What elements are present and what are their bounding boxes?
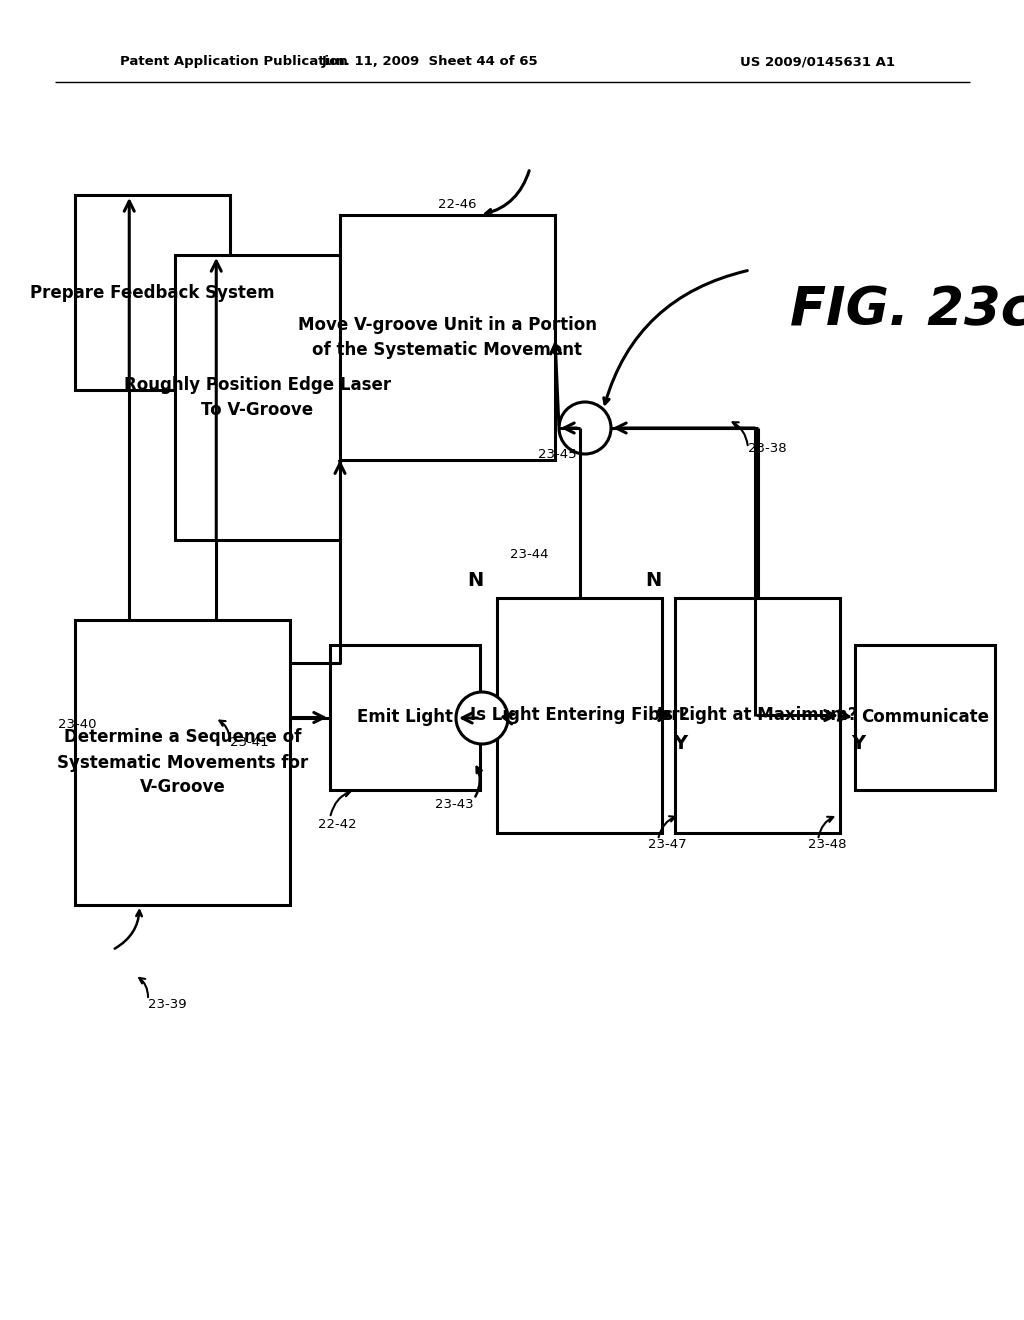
Text: 23-43: 23-43 (435, 799, 474, 812)
Text: 23-45: 23-45 (538, 449, 577, 462)
Text: Communicate: Communicate (861, 709, 989, 726)
Bar (175, 255, 340, 540)
Bar (75, 195, 230, 389)
Circle shape (456, 692, 508, 744)
Text: Move V-groove Unit in a Portion
of the Systematic Movement: Move V-groove Unit in a Portion of the S… (298, 315, 597, 359)
Bar (330, 645, 480, 789)
Bar (340, 215, 555, 459)
Text: 23-40: 23-40 (58, 718, 96, 731)
Text: 23-38: 23-38 (748, 441, 786, 454)
Text: 23-39: 23-39 (148, 998, 186, 1011)
Bar (497, 598, 662, 833)
Text: 23-44: 23-44 (510, 549, 549, 561)
Text: 22-46: 22-46 (438, 198, 476, 211)
Text: Prepare Feedback System: Prepare Feedback System (30, 284, 274, 301)
Text: 23-47: 23-47 (648, 838, 687, 851)
Text: Y: Y (851, 734, 865, 752)
Text: 22-42: 22-42 (318, 818, 356, 832)
Bar (855, 645, 995, 789)
Text: Y: Y (673, 734, 687, 752)
Text: N: N (645, 570, 662, 590)
Text: N: N (467, 570, 483, 590)
Text: 23-48: 23-48 (808, 838, 847, 851)
Text: Determine a Sequence of
Systematic Movements for
V-Groove: Determine a Sequence of Systematic Movem… (57, 729, 308, 796)
Text: 23-41: 23-41 (230, 735, 268, 748)
Circle shape (559, 403, 611, 454)
Text: FIG. 23c: FIG. 23c (790, 284, 1024, 337)
Bar (675, 598, 840, 833)
Text: Jun. 11, 2009  Sheet 44 of 65: Jun. 11, 2009 Sheet 44 of 65 (322, 55, 539, 69)
Text: Roughly Position Edge Laser
To V-Groove: Roughly Position Edge Laser To V-Groove (124, 376, 391, 418)
Text: US 2009/0145631 A1: US 2009/0145631 A1 (740, 55, 895, 69)
Text: Is Light Entering Fiber?: Is Light Entering Fiber? (470, 706, 689, 725)
Bar (75, 620, 290, 906)
Text: Emit Light: Emit Light (357, 709, 453, 726)
Text: Is Light at Maximum?: Is Light at Maximum? (657, 706, 858, 725)
Text: Patent Application Publication: Patent Application Publication (120, 55, 348, 69)
